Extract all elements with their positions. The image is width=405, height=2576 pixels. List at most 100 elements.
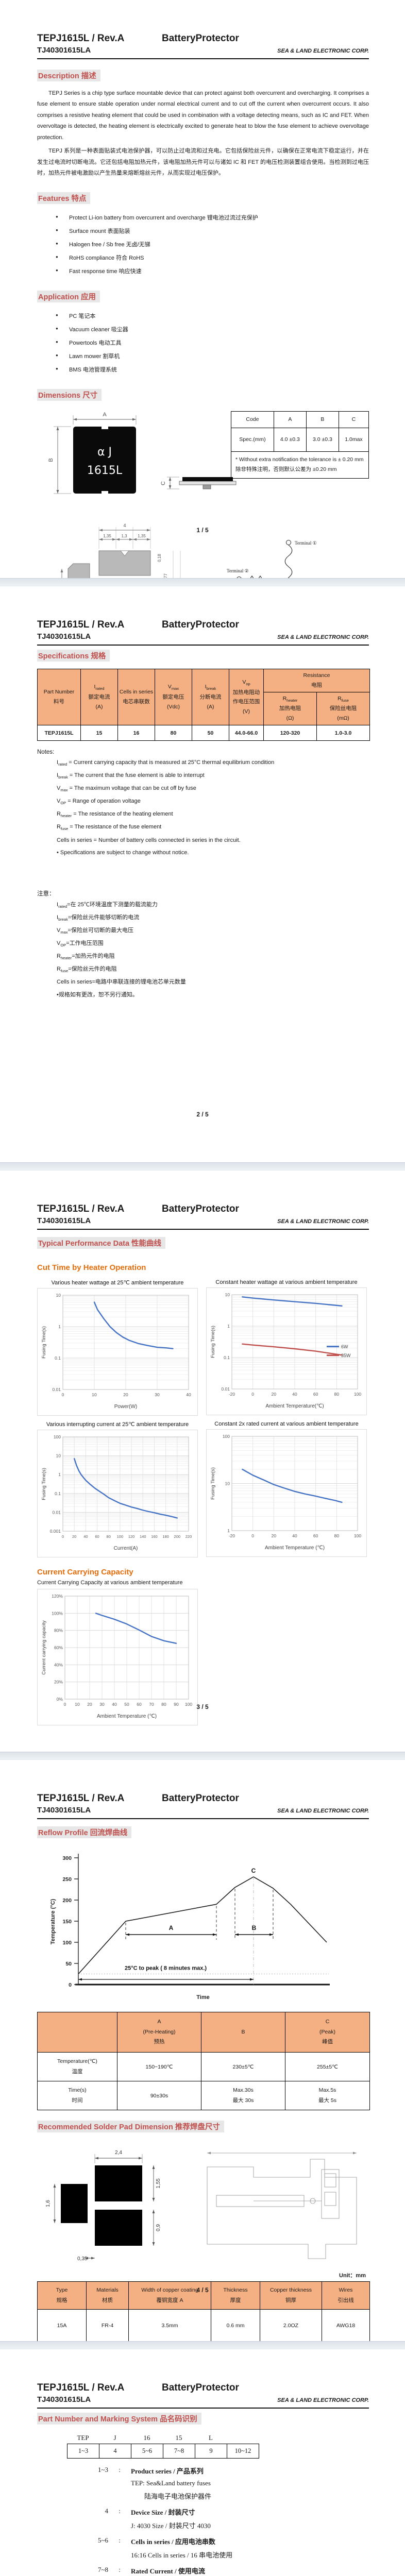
list-item: Rheater=加热元件的电阻 [57, 953, 115, 961]
dim-col-b: B [306, 411, 339, 428]
header-rule [37, 58, 369, 59]
dimension-note-row: * Without extra notification the toleran… [231, 451, 369, 479]
svg-text:300: 300 [62, 1855, 72, 1861]
list-item: Halogen free / Sb free 无卤/无锑 [56, 240, 369, 248]
svg-text:30: 30 [155, 1392, 160, 1397]
svg-text:A: A [103, 412, 107, 418]
list-item: Protect Li-ion battery from overcurrent … [56, 213, 369, 222]
spec-header-row: Part Number 料号 Irated 额定电流 (A) Cells in ser… [37, 668, 370, 726]
solder-pad-heading: Recommended Solder Pad Dimension 推荐焊盘尺寸 [37, 2121, 224, 2132]
notes-title: Notes: [37, 749, 55, 756]
chart-heater-wattage-plot: 0 10 20 30 40 0.01 0.1 1 10 Power(W) Fusing Time(s… [37, 1288, 198, 1416]
spec-rfuse: 1.0-3.0 [316, 725, 370, 741]
page-number: 4 / 5 [196, 2286, 209, 2294]
svg-text:70: 70 [149, 1702, 154, 1707]
dim-value-b: 3.0 ±0.3 [306, 427, 339, 452]
list-item: Lawn mower 割草机 [56, 352, 369, 360]
svg-text:100: 100 [354, 1392, 361, 1397]
part-number-heading: Part Number and Marking System 品名码识别 [37, 2413, 201, 2425]
svg-text:1: 1 [227, 1528, 230, 1533]
doc-product-title: BatteryProtector [162, 2382, 239, 2393]
marking-definition-line: TEP: Sea&Land battery fuses [131, 2479, 211, 2487]
svg-text:Fusing Time(s): Fusing Time(s) [41, 1326, 47, 1359]
svg-text:10: 10 [75, 1702, 80, 1707]
reflow-time-a: 90±30s [117, 2081, 201, 2110]
company-name: SEA & LAND ELECTRONIC CORP. [277, 1808, 369, 1814]
dim-value-c: 1.0max [338, 427, 369, 452]
svg-text:220: 220 [185, 1534, 192, 1539]
marking-pos: 5~6 [131, 2444, 163, 2459]
svg-text:0,18: 0,18 [157, 553, 162, 562]
header-rule [37, 1229, 369, 1230]
list-item: •规格如有更改，恕不另行通知。 [57, 992, 138, 998]
dim-col-code: Code [231, 411, 274, 428]
svg-text:1: 1 [58, 1472, 61, 1477]
spec-vop: 44.0-66.0 [229, 725, 264, 741]
marking-definition-line: J: 4030 Size / 封装尺寸 4030 [131, 2522, 211, 2530]
svg-text:150: 150 [62, 1919, 72, 1925]
svg-text:Time: Time [196, 1994, 209, 2001]
spec-col-irated: Irated 额定电流 (A) [80, 668, 118, 726]
marking-position-table: 1~3 4 5~6 7~8 9 10~12 [67, 2444, 259, 2459]
svg-text:1,3: 1,3 [121, 534, 127, 538]
list-item: Fast response time 响应快速 [56, 267, 369, 275]
marking-definition-line: 陆海电子电池保护器件 [131, 2493, 212, 2500]
svg-text:0.01: 0.01 [52, 1510, 61, 1515]
list-item: Cells in series = Number of battery cell… [57, 837, 241, 843]
doc-part-rev: TEPJ1615L / Rev.A [37, 33, 125, 44]
page-number: 3 / 5 [196, 1703, 209, 1710]
reflow-temp-c: 255±5℃ [285, 2052, 370, 2081]
svg-text:0.1: 0.1 [55, 1355, 61, 1361]
header-rule [37, 645, 369, 646]
reflow-table: A (Pre-Heating) 预热 B C (Peak) 峰值 Temperature… [37, 2012, 370, 2110]
chart-interrupting-current-plot: 0 20 40 60 80 100 120 140 160 180 200 220 0.001 0.01 0… [37, 1430, 198, 1557]
svg-text:10: 10 [56, 1453, 61, 1459]
svg-text:0: 0 [251, 1392, 254, 1397]
spec-value-row: TEPJ1615L 15 16 80 50 44.0-66.0 120-320 … [37, 725, 370, 741]
svg-text:0: 0 [62, 1392, 64, 1397]
svg-text:α J: α J [97, 446, 112, 459]
marking-code: 16 [143, 2434, 150, 2442]
pcb-col-materials: Materials 材质 [86, 2281, 129, 2310]
spec-rheater: 120-320 [263, 725, 317, 741]
chart-heater-wattage: Various heater wattage at 25℃ ambient te… [37, 1275, 198, 1416]
company-name: SEA & LAND ELECTRONIC CORP. [277, 48, 369, 54]
reflow-temp-b: 230±5℃ [201, 2052, 285, 2081]
pcb-col-type: Type 规格 [37, 2281, 87, 2310]
application-heading: Application 应用 [37, 290, 100, 302]
svg-text:1,35: 1,35 [103, 534, 111, 538]
svg-text:Ambient Temperature(℃): Ambient Temperature(℃) [265, 1403, 324, 1409]
svg-text:Power(W): Power(W) [114, 1404, 137, 1410]
page-4: TEPJ1615L / Rev.A BatteryProtector TJ403… [0, 1760, 405, 2341]
list-item: Irated = Current carrying capacity that … [57, 759, 275, 767]
doc-product-title: BatteryProtector [162, 1793, 239, 1804]
doc-part-code: TJ40301615LA [37, 2395, 91, 2404]
svg-text:40%: 40% [54, 1662, 63, 1667]
company-name: SEA & LAND ELECTRONIC CORP. [277, 2397, 369, 2403]
svg-text:100: 100 [185, 1702, 192, 1707]
ccc-heading: Current Carrying Capacity [37, 1568, 133, 1577]
list-item: Ibreak = The current that the fuse eleme… [57, 772, 205, 780]
svg-text:50: 50 [124, 1702, 129, 1707]
dim-col-c: C [338, 411, 369, 428]
svg-text:80: 80 [107, 1534, 111, 1539]
svg-text:Temperature (°C): Temperature (°C) [50, 1899, 56, 1944]
svg-text:0.01: 0.01 [52, 1387, 61, 1392]
svg-text:4: 4 [123, 523, 126, 528]
svg-text:-20: -20 [229, 1392, 235, 1397]
cut-time-heading: Cut Time by Heater Operation [37, 1263, 146, 1272]
svg-text:0: 0 [64, 1702, 66, 1707]
doc-part-rev: TEPJ1615L / Rev.A [37, 1793, 125, 1804]
svg-text:25°C to peak ( 8 minutes max.): 25°C to peak ( 8 minutes max.) [125, 1965, 207, 1972]
description-zh: TEPJ 系列是一种表面贴装式电池保护器，可以防止过电流和过充电。它包括保险丝元… [37, 148, 369, 177]
chart-carrying-capacity: 0 10 20 30 40 50 60 70 80 90 100 0% 20% 40% 60% 80% 100%… [37, 1589, 198, 1725]
svg-text:0: 0 [62, 1534, 64, 1539]
svg-text:60%: 60% [54, 1645, 63, 1650]
spec-col-vop: Vop 加热电阻动作电压范围 (V) [229, 668, 264, 726]
svg-text:A: A [169, 1924, 174, 1931]
marking-definition: 5~6: Cells in series / 应用电池串数 [97, 2536, 215, 2546]
list-item: Rfuse = The resistance of the fuse eleme… [57, 824, 162, 832]
spec-cells: 16 [117, 725, 155, 741]
reflow-temp-a: 150~190℃ [117, 2052, 201, 2081]
